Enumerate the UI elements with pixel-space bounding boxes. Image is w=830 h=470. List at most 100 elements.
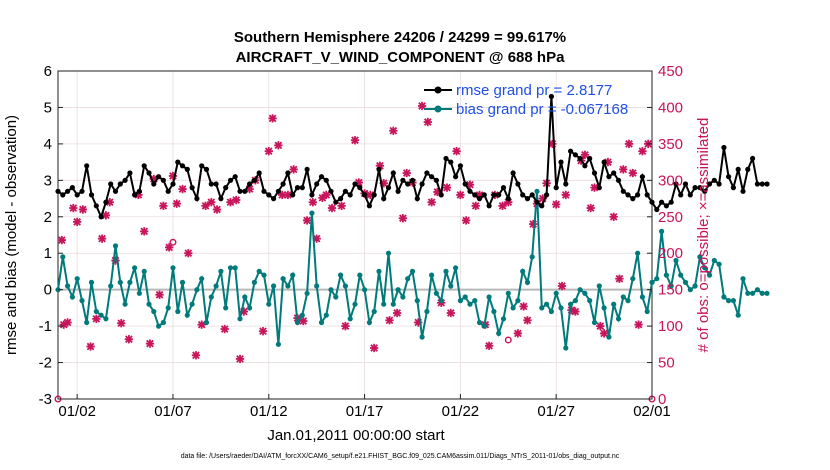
rmse-point [93,203,99,209]
tick-label-right: 0 [658,391,666,408]
rmse-point [409,177,416,183]
bias-point [390,301,396,307]
rmse-point [223,185,229,191]
rmse-point [414,196,420,202]
rmse-point [620,188,626,194]
obs-assimilated-point [484,341,494,350]
obs-assimilated-point [299,316,308,326]
bias-point [299,312,305,318]
bias-point [98,312,104,318]
rmse-point [352,181,358,187]
rmse-point [611,170,617,176]
rmse-point [79,188,85,194]
legend: rmse grand pr = 2.8177 bias grand pr = -… [424,82,628,118]
bias-point [156,323,162,329]
rmse-point [160,177,166,183]
bias-point [65,283,71,289]
obs-assimilated-point [86,342,95,351]
rmse-point [88,192,95,198]
obs-assimilated-point [184,249,193,258]
bias-point [184,312,190,318]
bias-point [194,287,200,293]
bias-point [764,290,770,296]
obs-assimilated-point [69,203,78,213]
bias-point [663,272,670,278]
tick-label-left: -2 [39,355,52,372]
chart-title-line1: Southern Hemisphere 24206 / 24299 = 99.6… [234,29,566,46]
rmse-point [553,185,559,191]
y-axis-label-right: # of obs: o=possible; ×=assimilated [695,118,712,353]
bias-point [548,308,555,315]
tick-label-right: 150 [658,282,683,299]
bias-point [687,287,693,293]
bias-point [127,279,133,285]
rmse-point [199,163,205,169]
bias-point [553,290,559,296]
rmse-point [500,185,507,191]
bias-point [290,272,296,278]
bias-point [385,250,392,256]
rmse-point [136,188,142,194]
obs-assimilated-point [446,308,455,318]
obs-assimilated-point [140,227,149,236]
rmse-point [285,170,291,176]
rmse-point [491,192,497,198]
rmse-point [544,192,550,198]
bias-point [457,298,463,304]
bias-point [587,298,593,304]
tick-label-left: 2 [44,209,52,226]
rmse-point [194,196,200,202]
x-axis-label: Jan.01,2011 00:00:00 start [267,427,445,444]
obs-assimilated-point [628,168,637,178]
obs-assimilated-point [232,195,241,205]
rmse-point [582,163,588,169]
bias-point [376,268,382,274]
rmse-point [362,192,368,198]
legend-bias-marker [434,105,442,113]
bias-point [132,265,138,271]
rmse-point [103,199,109,205]
bias-point [74,276,80,282]
bias-point [577,287,583,293]
rmse-point [601,159,607,165]
obs-assimilated-point [557,281,567,291]
rmse-point [184,166,190,172]
obs-assimilated-point [423,117,432,127]
bias-point [443,268,449,274]
rmse-point [419,181,425,187]
rmse-point [251,177,257,183]
bias-point [247,305,253,311]
bias-point [409,268,416,274]
rmse-point [462,181,468,187]
bias-point [223,305,229,311]
obs-assimilated-point [398,214,408,223]
rmse-point [726,174,732,180]
obs-assimilated-point [580,150,590,159]
obs-assimilated-point [586,203,595,213]
tick-label-left: -1 [39,318,52,335]
bias-point [294,319,301,326]
obs-assimilated-point [327,203,337,213]
rmse-point [635,192,641,198]
rmse-point [333,199,339,205]
obs-assimilated-point [264,147,273,156]
bias-point [649,279,655,285]
bias-point [520,268,526,274]
obs-assimilated-point [178,184,187,194]
rmse-point [309,192,315,198]
rmse-point [687,192,693,198]
tick-label-x: 01/12 [250,403,288,420]
bias-point [472,298,478,304]
rmse-point [98,214,104,220]
bias-point [750,290,756,296]
plot-area-border [57,70,653,400]
obs-assimilated-point [172,199,181,208]
rmse-point [390,170,396,176]
obs-assimilated-point [337,201,346,211]
rmse-point [591,170,598,176]
bias-point [342,283,348,289]
bias-point [146,301,152,307]
bias-point [740,276,746,282]
x-axis-ticks: 01/02 01/07 01/12 01/17 01/22 01/27 02/01 [58,394,671,420]
